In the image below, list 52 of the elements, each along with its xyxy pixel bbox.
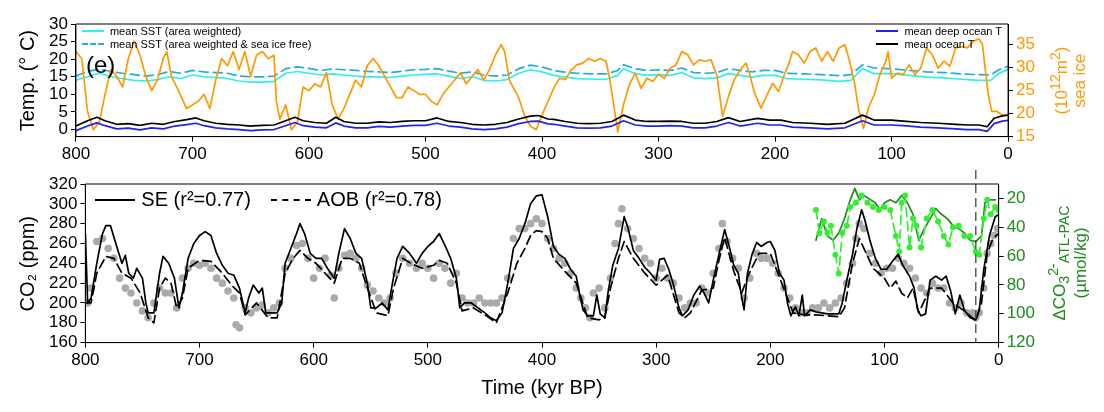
x-tick-label: 600	[299, 350, 328, 370]
legend-label: mean deep ocean T	[904, 25, 1003, 38]
y-tick-label: 160	[48, 332, 78, 352]
y2-tick-label: 35	[1016, 34, 1036, 54]
legend-label: mean SST (area weighted)	[109, 25, 242, 38]
y-axis-title: Temp. (° C)	[15, 29, 38, 131]
y2-tick-label: 60	[1006, 245, 1026, 265]
y2-tick-label: 20	[1016, 103, 1036, 123]
y2-tick-label: 80	[1006, 274, 1026, 294]
x-tick-label: 800	[61, 144, 91, 164]
x-tick-label: 100	[877, 144, 906, 164]
y-tick-label: 220	[48, 272, 78, 292]
y-tick-label: 300	[48, 193, 78, 213]
y-tick-label: 0	[58, 119, 68, 139]
y2-tick-label: 100	[1006, 303, 1036, 323]
x-tick-label: 100	[870, 350, 899, 370]
y2-tick-label: 120	[1006, 332, 1036, 352]
x-tick-label: 600	[294, 144, 324, 164]
x-tick-label: 400	[527, 144, 557, 164]
x-tick-label: 700	[185, 350, 214, 370]
x-tick-label: 200	[760, 144, 790, 164]
y-tick-label: 15	[48, 66, 68, 86]
x-tick-label: 500	[411, 144, 440, 164]
y-tick-label: 200	[48, 292, 78, 312]
y-tick-label: 5	[58, 101, 68, 121]
x-tick-label: 300	[644, 144, 673, 164]
x-tick-label: 700	[178, 144, 207, 164]
y2-tick-label: 15	[1016, 126, 1036, 146]
y2-tick-label: 30	[1016, 57, 1036, 77]
x-tick-label: 500	[413, 350, 443, 370]
x-tick-label: 200	[756, 350, 785, 370]
y-tick-label: 180	[48, 312, 78, 332]
legend-label: AOB (r²=0.78)	[316, 188, 442, 211]
y2-tick-label: 40	[1006, 216, 1026, 236]
y-tick-label: 280	[48, 213, 78, 233]
y2-tick-label: 25	[1016, 80, 1036, 100]
y-tick-label: 260	[48, 233, 78, 253]
y-tick-label: 10	[48, 84, 68, 104]
x-tick-label: 0	[1003, 144, 1013, 164]
y-tick-label: 320	[48, 173, 78, 193]
x-tick-label: 400	[527, 350, 557, 370]
x-tick-label: 800	[71, 350, 100, 370]
y2-tick-label: 20	[1006, 188, 1026, 208]
y-tick-label: 240	[48, 252, 78, 272]
x-axis-title: Time (kyr BP)	[481, 375, 603, 398]
y-tick-label: 20	[48, 48, 68, 68]
x-tick-label: 0	[993, 350, 1004, 370]
y-tick-label: 30	[48, 13, 68, 33]
y-tick-label: 25	[48, 31, 68, 51]
x-tick-label: 300	[641, 350, 671, 370]
legend-label: SE (r²=0.77)	[141, 188, 251, 211]
y-axis-title: CO₂ (ppm)	[15, 215, 38, 312]
